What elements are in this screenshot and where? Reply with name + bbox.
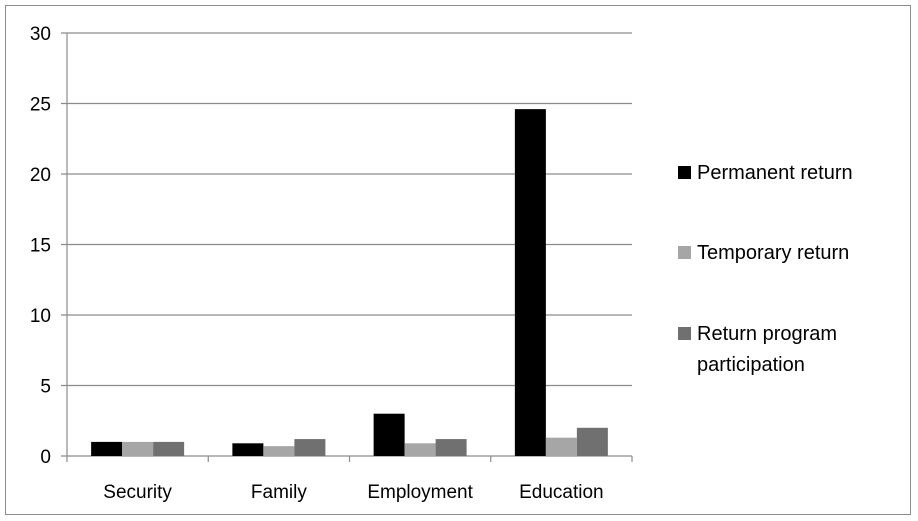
bar-permanent-return-education (514, 109, 546, 456)
x-tick-label: Education (519, 482, 604, 503)
bar-return-program-participation-family (294, 439, 326, 456)
y-tick-label: 20 (30, 165, 51, 186)
legend-swatch-permanent-return (678, 166, 691, 179)
legend-label-return-program-participation: Return program (697, 323, 837, 345)
bars (91, 109, 608, 456)
y-tick-label: 5 (40, 377, 51, 398)
bar-permanent-return-security (91, 441, 123, 456)
legend-label-temporary-return: Temporary return (697, 242, 849, 264)
y-tick-label: 0 (40, 447, 51, 468)
bar-return-program-participation-employment (435, 439, 467, 456)
x-tick-label: Family (251, 482, 307, 503)
x-axis-ticks: Security Family Employment Education (103, 482, 603, 503)
bar-permanent-return-family (232, 443, 264, 456)
y-tick-label: 15 (30, 236, 51, 257)
legend-swatch-temporary-return (678, 246, 691, 259)
bar-permanent-return-employment (373, 413, 405, 456)
x-tick-label: Security (103, 482, 172, 503)
legend-swatch-return-program-participation (678, 327, 691, 340)
y-axis-ticks: 0 5 10 15 20 25 30 (30, 24, 51, 468)
y-tick-label: 30 (30, 24, 51, 45)
y-tick-label: 25 (30, 95, 51, 116)
bar-return-program-participation-security (153, 441, 185, 456)
y-tick-label: 10 (30, 306, 51, 327)
chart-frame: 0 5 10 15 20 25 30 Security Family Employment Edu… (5, 5, 911, 515)
legend-label-permanent-return: Permanent return (697, 162, 853, 184)
bar-temporary-return-employment (404, 443, 436, 456)
bar-chart: 0 5 10 15 20 25 30 Security Family Employment Edu… (30, 24, 853, 503)
x-tick-label: Employment (367, 482, 473, 503)
gridlines (61, 32, 633, 462)
legend-label-return-program-participation: participation (697, 354, 805, 376)
bar-temporary-return-education (545, 437, 577, 456)
bar-return-program-participation-education (576, 427, 608, 456)
bar-temporary-return-security (122, 441, 154, 456)
bar-temporary-return-family (263, 446, 295, 456)
legend: Permanent return Temporary return Return p… (678, 162, 853, 376)
